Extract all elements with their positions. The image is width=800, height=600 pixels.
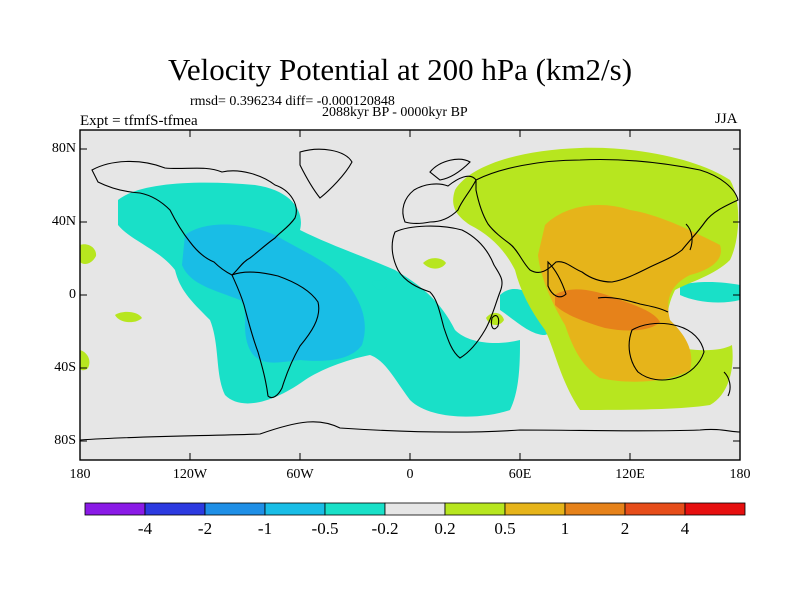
coast-japan	[685, 223, 693, 251]
lat-tick-40n: 40N	[51, 214, 76, 229]
lon-tick-120e: 120E	[615, 467, 645, 482]
colorbar-label: 0.5	[494, 519, 516, 538]
coast-new-zealand	[723, 371, 731, 397]
colorbar-swatch	[144, 502, 206, 516]
lat-tick-80s: 80S	[54, 433, 76, 448]
coast-indian-subcontinent	[547, 260, 567, 298]
contour-pos-patch-west-edge-south	[80, 350, 90, 371]
contour-pos-patch-pacific-south	[115, 311, 142, 323]
colorbar-swatch	[504, 502, 566, 516]
rmsd-diff-stats: rmsd= 0.396234 diff= -0.000120848	[190, 94, 395, 109]
contour-neg-patch-pacific	[680, 281, 740, 303]
colorbar-label: 1	[560, 519, 570, 538]
lon-tick-180w: 180	[69, 467, 91, 482]
coast-scandinavia	[429, 158, 471, 181]
coast-greenland	[299, 148, 353, 199]
coast-asia	[475, 158, 739, 283]
coast-australia	[628, 322, 705, 381]
colorbar-swatch	[684, 502, 746, 516]
season-label: JJA	[715, 111, 738, 127]
colorbar-label: 0.2	[434, 519, 456, 538]
colorbar-label: -4	[137, 519, 153, 538]
colorbar-label: -1	[257, 519, 273, 538]
contour-pos-patch-sahara	[423, 258, 446, 269]
contour-neg-patch-atlantic	[372, 279, 387, 290]
lat-tick-80n: 80N	[51, 141, 76, 156]
colorbar-swatch	[624, 502, 686, 516]
colorbar-swatch	[324, 502, 386, 516]
colorbar-label: 4	[680, 519, 690, 538]
colorbar-swatch	[564, 502, 626, 516]
coast-south-america	[231, 271, 320, 399]
lat-tick-0: 0	[69, 287, 76, 302]
colorbar	[84, 502, 746, 516]
time-period-subtitle: 2088kyr BP - 0000kyr BP	[322, 105, 468, 120]
coast-madagascar	[490, 315, 500, 330]
coastlines	[79, 148, 741, 441]
colorbar-swatch	[444, 502, 506, 516]
lon-tick-120w: 120W	[172, 467, 208, 482]
contour-pos-0-5	[538, 205, 721, 382]
colorbar-label: -0.5	[311, 519, 339, 538]
experiment-label: Expt = tfmfS-tfmea	[80, 113, 198, 129]
lat-tick-40s: 40S	[54, 360, 76, 375]
colorbar-label: -0.2	[371, 519, 399, 538]
lon-tick-60w: 60W	[286, 467, 314, 482]
colorbar-swatch	[384, 502, 446, 516]
coast-antarctica	[79, 421, 741, 441]
colorbar-label: -2	[197, 519, 213, 538]
lon-tick-60e: 60E	[508, 467, 532, 482]
colorbar-swatch	[264, 502, 326, 516]
coast-indonesia	[597, 296, 669, 313]
coast-north-america	[91, 160, 297, 276]
contour-pos-patch-west-edge	[80, 244, 97, 264]
colorbar-label: 2	[620, 519, 630, 538]
contour-pos-patch-east-africa	[486, 312, 504, 326]
colorbar-swatch	[84, 502, 146, 516]
axis-ticks	[80, 130, 740, 460]
colorbar-swatch	[204, 502, 266, 516]
contour-pos-1	[555, 289, 660, 331]
lon-tick-180e: 180	[729, 467, 751, 482]
contour-neg-0-5	[182, 224, 365, 363]
coast-africa	[391, 225, 503, 359]
lon-tick-0: 0	[406, 467, 414, 482]
plot-title: Velocity Potential at 200 hPa (km2/s)	[167, 52, 633, 87]
